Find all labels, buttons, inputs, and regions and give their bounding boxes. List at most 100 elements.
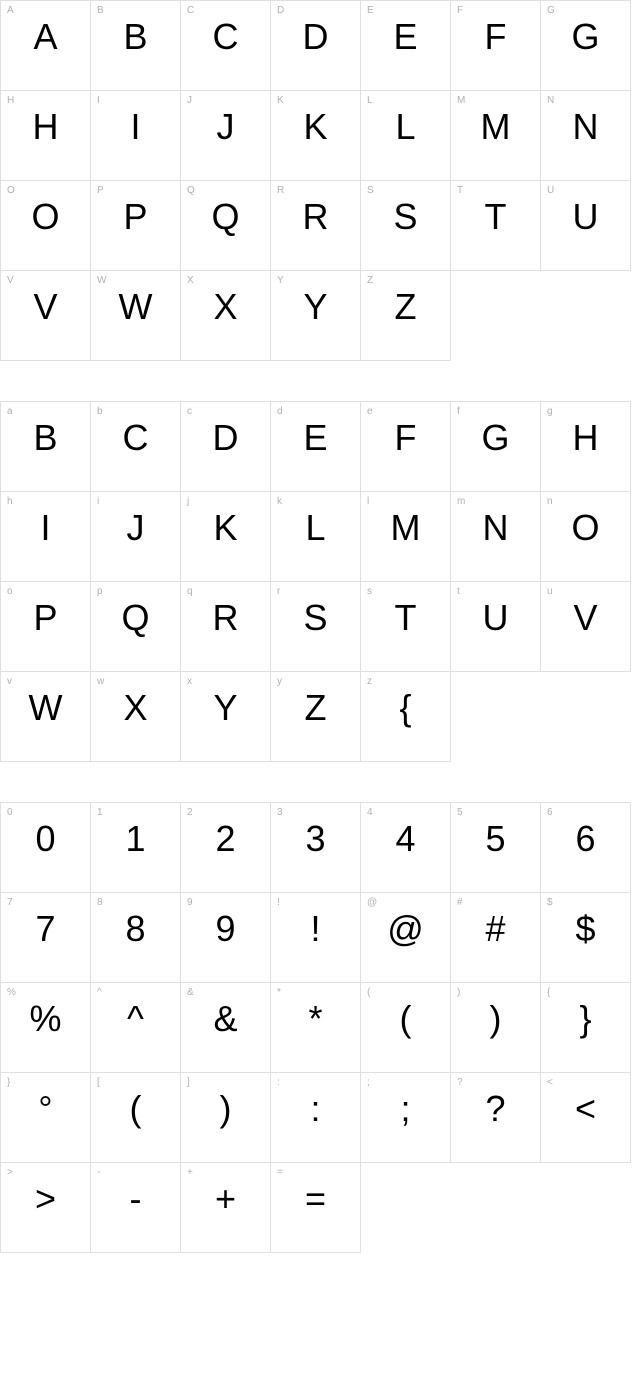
glyph-cell: [( <box>91 1073 181 1163</box>
glyph-label: v <box>7 676 12 687</box>
glyph-cell: PP <box>91 181 181 271</box>
glyph-display: G <box>451 420 540 456</box>
glyph-cell: @@ <box>361 893 451 983</box>
glyph-label: ) <box>457 987 460 998</box>
glyph-label: 1 <box>97 807 103 818</box>
glyph-cell: 66 <box>541 803 631 893</box>
glyph-display: * <box>271 1001 360 1037</box>
glyph-label: 5 <box>457 807 463 818</box>
glyph-label: k <box>277 496 282 507</box>
glyph-display: E <box>271 420 360 456</box>
glyph-label: [ <box>97 1077 100 1088</box>
glyph-label: > <box>7 1167 13 1178</box>
glyph-display: E <box>361 19 450 55</box>
glyph-label: : <box>277 1077 280 1088</box>
glyph-label: l <box>367 496 369 507</box>
glyph-display: I <box>1 510 90 546</box>
glyph-cell: 11 <box>91 803 181 893</box>
glyph-cell: WW <box>91 271 181 361</box>
glyph-display: O <box>1 199 90 235</box>
glyph-display: + <box>181 1181 270 1217</box>
glyph-label: ; <box>367 1077 370 1088</box>
glyph-label: ? <box>457 1077 463 1088</box>
glyph-display: D <box>181 420 270 456</box>
glyph-display: P <box>91 199 180 235</box>
glyph-cell: QQ <box>181 181 271 271</box>
glyph-label: ( <box>367 987 370 998</box>
glyph-cell: jK <box>181 492 271 582</box>
glyph-cell: %% <box>1 983 91 1073</box>
glyph-display: ) <box>181 1091 270 1127</box>
glyph-display: ° <box>1 1091 90 1127</box>
section-uppercase: AABBCCDDEEFFGGHHIIJJKKLLMMNNOOPPQQRRSSTT… <box>0 0 631 361</box>
glyph-label: 2 <box>187 807 193 818</box>
glyph-display: } <box>541 1001 630 1037</box>
glyph-label: ] <box>187 1077 190 1088</box>
glyph-cell: z{ <box>361 672 451 762</box>
glyph-cell: << <box>541 1073 631 1163</box>
glyph-cell: dE <box>271 402 361 492</box>
glyph-cell: uV <box>541 582 631 672</box>
glyph-display: 9 <box>181 911 270 947</box>
glyph-display: X <box>91 690 180 726</box>
glyph-display: D <box>271 19 360 55</box>
glyph-display: F <box>361 420 450 456</box>
glyph-display: K <box>271 109 360 145</box>
glyph-cell: 77 <box>1 893 91 983</box>
glyph-cell: $$ <box>541 893 631 983</box>
glyph-display: Y <box>181 690 270 726</box>
glyph-cell: -- <box>91 1163 181 1253</box>
glyph-display: L <box>361 109 450 145</box>
glyph-label: b <box>97 406 103 417</box>
glyph-cell: HH <box>1 91 91 181</box>
glyph-display: ( <box>91 1091 180 1127</box>
glyph-label: A <box>7 5 14 16</box>
glyph-display: S <box>361 199 450 235</box>
glyph-display: U <box>541 199 630 235</box>
glyph-label: D <box>277 5 284 16</box>
glyph-label: d <box>277 406 283 417</box>
glyph-label: M <box>457 95 465 106</box>
section-numbers-symbols: 00112233445566778899!!@@##$$%%^^&&**(())… <box>0 802 631 1253</box>
glyph-label: q <box>187 586 193 597</box>
glyph-display: $ <box>541 911 630 947</box>
glyph-cell: bC <box>91 402 181 492</box>
glyph-cell: kL <box>271 492 361 582</box>
glyph-display: Y <box>271 289 360 325</box>
glyph-cell: sT <box>361 582 451 672</box>
glyph-label: C <box>187 5 194 16</box>
glyph-display: R <box>181 600 270 636</box>
glyph-display: - <box>91 1181 180 1217</box>
glyph-cell: gH <box>541 402 631 492</box>
glyph-display: ! <box>271 911 360 947</box>
glyph-cell: XX <box>181 271 271 361</box>
glyph-display: N <box>451 510 540 546</box>
glyph-cell: 44 <box>361 803 451 893</box>
glyph-cell: eF <box>361 402 451 492</box>
glyph-cell: {} <box>541 983 631 1073</box>
glyph-display: V <box>1 289 90 325</box>
glyph-display: T <box>361 600 450 636</box>
glyph-label: Q <box>187 185 195 196</box>
glyph-label: V <box>7 275 14 286</box>
glyph-display: F <box>451 19 540 55</box>
glyph-display: ; <box>361 1091 450 1127</box>
glyph-label: F <box>457 5 463 16</box>
glyph-display: P <box>1 600 90 636</box>
glyph-display: 0 <box>1 821 90 857</box>
glyph-display: O <box>541 510 630 546</box>
glyph-display: # <box>451 911 540 947</box>
glyph-label: E <box>367 5 374 16</box>
glyph-display: = <box>271 1181 360 1217</box>
glyph-label: $ <box>547 897 553 908</box>
glyph-label: 6 <box>547 807 553 818</box>
glyph-label: W <box>97 275 106 286</box>
glyph-display: ( <box>361 1001 450 1037</box>
glyph-cell: TT <box>451 181 541 271</box>
glyph-cell: (( <box>361 983 451 1073</box>
glyph-label: h <box>7 496 13 507</box>
glyph-label: & <box>187 987 194 998</box>
glyph-cell: rS <box>271 582 361 672</box>
glyph-label: * <box>277 987 281 998</box>
glyph-label: e <box>367 406 373 417</box>
